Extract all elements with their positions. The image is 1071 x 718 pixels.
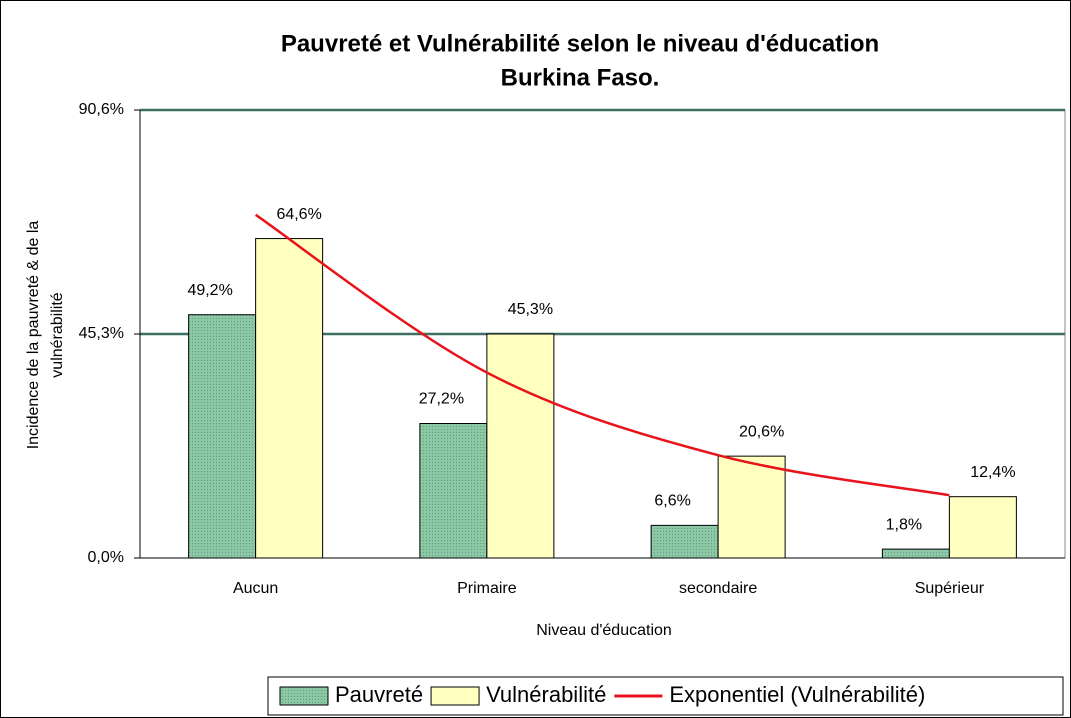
y-axis-label: Incidence de la pauvreté & de la — [25, 221, 42, 450]
legend-label: Vulnérabilité — [486, 682, 606, 707]
x-tick-label: Primaire — [457, 580, 517, 597]
bar — [650, 524, 719, 559]
x-tick-label: Supérieur — [915, 580, 985, 597]
y-tick-label: 0,0% — [88, 549, 124, 566]
data-label: 27,2% — [419, 391, 464, 408]
bar — [948, 496, 1017, 559]
bar — [486, 333, 555, 559]
data-label: 49,2% — [187, 282, 232, 299]
bar — [881, 548, 950, 559]
chart-title: Pauvreté et Vulnérabilité selon le nivea… — [281, 30, 879, 57]
data-label: 45,3% — [508, 301, 553, 318]
legend-swatch — [430, 686, 480, 706]
y-axis-label: vulnérabilité — [49, 292, 66, 377]
data-label: 20,6% — [739, 423, 784, 440]
legend — [267, 676, 1064, 716]
bar — [419, 423, 488, 559]
x-axis-label: Niveau d'éducation — [536, 622, 672, 639]
data-label: 6,6% — [654, 493, 690, 510]
legend-swatch — [279, 686, 329, 706]
trend-line — [254, 213, 950, 497]
bar — [717, 455, 786, 559]
data-label: 64,6% — [276, 206, 321, 223]
data-label: 12,4% — [970, 464, 1015, 481]
bar — [188, 314, 257, 559]
data-label: 1,8% — [886, 516, 922, 533]
legend-label: Pauvreté — [335, 682, 423, 707]
legend-label: Exponentiel (Vulnérabilité) — [669, 682, 925, 707]
chart-subtitle: Burkina Faso. — [501, 64, 660, 91]
y-tick-label: 90,6% — [79, 101, 124, 118]
y-tick-label: 45,3% — [79, 325, 124, 342]
x-tick-label: secondaire — [679, 580, 757, 597]
x-tick-label: Aucun — [233, 580, 278, 597]
bar — [255, 238, 324, 559]
